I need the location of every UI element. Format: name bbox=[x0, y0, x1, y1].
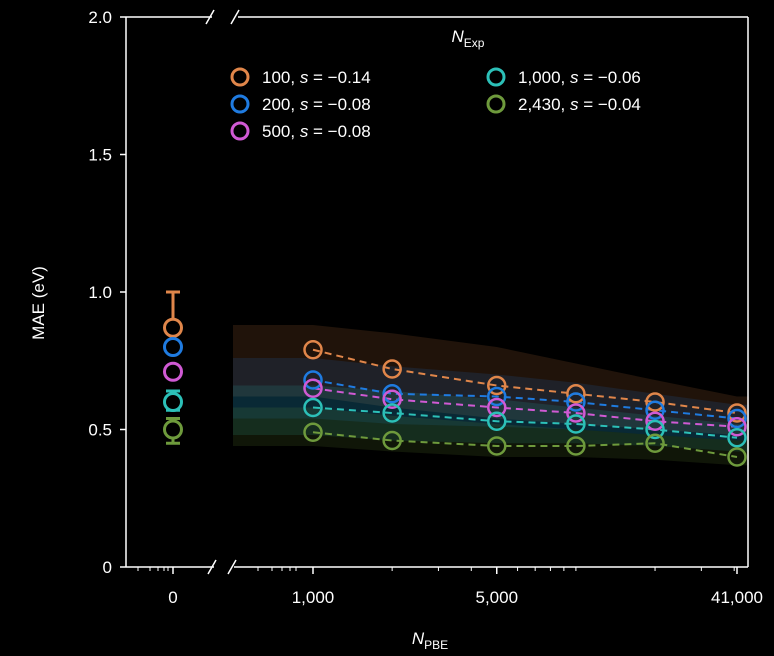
y-axis-label: MAE (eV) bbox=[29, 266, 48, 340]
x-tick-label-2: 5,000 bbox=[475, 588, 518, 607]
legend-marker-1 bbox=[230, 94, 250, 114]
point-2-2 bbox=[487, 397, 507, 418]
point-3-1 bbox=[382, 403, 402, 423]
x-axis-label-sub: PBE bbox=[424, 638, 448, 652]
series-line-2 bbox=[312, 387, 738, 428]
point-4-2 bbox=[487, 436, 507, 456]
legend-label-1: 200, s = −0.08 bbox=[262, 95, 371, 114]
point-3-0 bbox=[303, 397, 323, 418]
legend-marker-3 bbox=[486, 67, 506, 87]
point-2-0 bbox=[303, 378, 323, 398]
point-0-5 bbox=[727, 403, 747, 423]
point-1-1 bbox=[382, 384, 402, 404]
point-0-1 bbox=[382, 359, 402, 379]
point-4-3 bbox=[566, 436, 586, 456]
point-0-2 bbox=[487, 375, 507, 396]
point-1-3 bbox=[566, 392, 586, 412]
band-2 bbox=[233, 385, 749, 452]
point-3-3 bbox=[566, 414, 586, 434]
legend-marker-0 bbox=[230, 67, 250, 87]
axis-break-mark-3 bbox=[227, 559, 237, 575]
point-1-0 bbox=[303, 370, 323, 390]
y-tick-label-2: 1.0 bbox=[88, 283, 112, 302]
x-tick-label-1: 1,000 bbox=[292, 588, 335, 607]
x-tick-label-3: 41,000 bbox=[711, 588, 763, 607]
point-2-5 bbox=[727, 417, 747, 437]
legend-label-3: 1,000, s = −0.06 bbox=[518, 68, 641, 87]
point-4-4 bbox=[645, 433, 665, 453]
series-lines bbox=[312, 348, 738, 458]
point-3-2 bbox=[487, 411, 507, 431]
point-0-4 bbox=[645, 392, 665, 412]
axis-break-mark-0 bbox=[205, 9, 215, 25]
point-3-4 bbox=[645, 419, 665, 440]
legend-marker-2 bbox=[230, 121, 250, 141]
y-tick-label-4: 2.0 bbox=[88, 8, 112, 27]
series-line-3 bbox=[312, 406, 738, 439]
legend-label-0: 100, s = −0.14 bbox=[262, 68, 371, 87]
y-tick-label-1: 0.5 bbox=[88, 421, 112, 440]
y-tick-label-3: 1.5 bbox=[88, 146, 112, 165]
baseline-point-0 bbox=[163, 317, 183, 338]
point-2-3 bbox=[566, 403, 586, 423]
point-4-5 bbox=[727, 447, 747, 467]
x-axis-label: NPBE bbox=[412, 629, 448, 652]
legend-label-4: 2,430, s = −0.04 bbox=[518, 95, 641, 114]
baseline-point-2 bbox=[163, 361, 183, 382]
baseline-point-4 bbox=[163, 419, 183, 440]
band-3 bbox=[233, 407, 749, 466]
band-1 bbox=[233, 358, 749, 441]
series-line-0 bbox=[312, 348, 738, 414]
legend: NExp 100, s = −0.14 200, s = −0.08 500, s =… bbox=[230, 27, 641, 141]
point-4-1 bbox=[382, 430, 402, 451]
point-2-1 bbox=[382, 389, 402, 409]
point-1-4 bbox=[645, 400, 665, 420]
x-axis-label-main: N bbox=[412, 629, 425, 648]
legend-label-2: 500, s = −0.08 bbox=[262, 122, 371, 141]
series-points bbox=[163, 290, 747, 467]
confidence-bands bbox=[233, 325, 749, 466]
axis-break-mark-1 bbox=[230, 9, 240, 25]
series-line-4 bbox=[312, 431, 738, 458]
x-tick-label-0: 0 bbox=[168, 588, 177, 607]
series-line-1 bbox=[312, 379, 738, 420]
y-tick-label-0: 0 bbox=[103, 558, 112, 577]
point-1-5 bbox=[727, 408, 747, 429]
baseline-point-1 bbox=[163, 337, 183, 357]
axis-break-mark-2 bbox=[207, 559, 217, 575]
point-0-0 bbox=[303, 340, 323, 360]
baseline-point-3 bbox=[163, 392, 183, 412]
point-0-3 bbox=[566, 384, 586, 404]
legend-title: NExp bbox=[452, 27, 485, 50]
axes: 0 0.5 1.0 1.5 2.0 0 1,000 5,000 41,000 bbox=[88, 8, 763, 607]
point-1-2 bbox=[487, 386, 507, 407]
legend-marker-4 bbox=[486, 94, 506, 114]
point-4-0 bbox=[303, 422, 323, 442]
point-2-4 bbox=[645, 411, 665, 431]
point-3-5 bbox=[727, 428, 747, 448]
